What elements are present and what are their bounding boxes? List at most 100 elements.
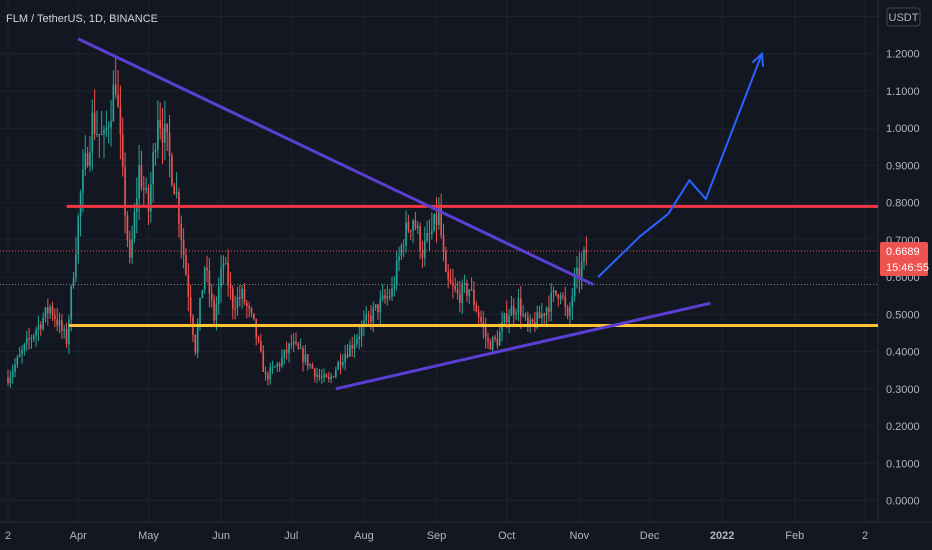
candle-body	[93, 112, 96, 135]
candle-body	[475, 305, 478, 312]
candle-body	[89, 152, 91, 166]
candle-body	[295, 341, 297, 344]
candle-body	[468, 289, 471, 296]
downtrend-line[interactable]	[77, 37, 595, 286]
candle-body	[152, 151, 154, 185]
candle-body	[449, 279, 452, 284]
x-tick-label: Sep	[427, 530, 447, 542]
candle-body	[409, 230, 412, 232]
candle-body	[543, 313, 546, 316]
candle-body	[39, 324, 42, 329]
candle-body	[512, 306, 515, 315]
candle-body	[161, 127, 164, 143]
candle-body	[536, 312, 539, 328]
candle-body	[360, 326, 363, 337]
candle-body	[545, 308, 548, 316]
candle-body	[346, 354, 349, 357]
candle-body	[309, 364, 311, 366]
candle-body	[276, 363, 279, 367]
candle-body	[178, 192, 180, 224]
candle-body	[538, 312, 541, 319]
candle-body	[114, 84, 117, 95]
candle-body	[175, 192, 178, 195]
candle-body	[37, 324, 40, 331]
y-tick-label: 0.0000	[886, 496, 920, 508]
candle-body	[522, 314, 524, 316]
candle-body	[442, 235, 445, 252]
candle-body	[379, 298, 382, 313]
candle-body	[339, 361, 342, 366]
candle-body	[384, 295, 386, 299]
chart-title: FLM / TetherUS, 1D, BINANCE	[6, 13, 158, 25]
candle-body	[398, 256, 400, 261]
candle-body	[147, 187, 150, 212]
candle-body	[68, 319, 70, 344]
candle-body	[438, 208, 440, 225]
candle-body	[14, 364, 16, 372]
x-tick-label: May	[138, 530, 159, 542]
candle-body	[35, 330, 37, 336]
candle-body	[529, 319, 531, 327]
candle-body	[185, 255, 187, 275]
price-axis[interactable]: 1.20001.10001.00000.90000.80000.70000.60…	[886, 49, 920, 508]
candle-body	[168, 132, 171, 156]
candle-body	[271, 366, 274, 368]
candle-body	[576, 267, 578, 274]
candle-body	[278, 363, 281, 366]
candle-body	[580, 261, 583, 279]
candle-body	[342, 361, 344, 366]
candle-body	[236, 297, 239, 309]
candle-body	[100, 134, 103, 136]
candle-body	[555, 290, 557, 295]
candle-body	[117, 94, 119, 107]
candle-body	[262, 351, 265, 372]
candle-body	[182, 240, 185, 256]
candle-body	[16, 356, 19, 365]
candle-body	[253, 313, 255, 319]
candle-body	[124, 167, 126, 216]
candle-body	[325, 374, 328, 378]
candle-body	[541, 313, 543, 319]
candle-body	[527, 316, 529, 327]
candle-body	[269, 367, 272, 380]
forecast-path[interactable]	[597, 53, 763, 278]
candle-body	[281, 357, 283, 366]
x-tick-label: Apr	[70, 530, 87, 542]
candle-body	[171, 155, 173, 185]
candle-body	[70, 286, 73, 320]
candle-body	[86, 153, 89, 166]
candle-body	[201, 289, 204, 299]
candle-body	[180, 223, 183, 241]
candle-body	[103, 130, 105, 135]
currency-badge[interactable]: USDT	[886, 7, 921, 27]
candle-body	[217, 287, 220, 305]
candle-body	[416, 226, 419, 229]
candle-body	[421, 251, 424, 258]
candle-body	[49, 306, 51, 314]
candle-body	[372, 307, 375, 322]
drawings	[0, 37, 878, 391]
candle-body	[358, 336, 361, 340]
candle-body	[98, 133, 101, 135]
candle-body	[548, 308, 550, 312]
candle-body	[11, 371, 14, 377]
time-axis[interactable]: 2 Apr May Jun Jul Aug Sep Oct Nov Dec 2022 Feb 2	[5, 530, 868, 542]
candle-body	[56, 319, 58, 326]
candle-body	[569, 307, 571, 316]
last-price: 0.6689	[886, 246, 920, 258]
y-tick-label: 1.2000	[886, 49, 920, 61]
x-tick-label: 2	[5, 530, 11, 542]
x-tick-label: Nov	[570, 530, 590, 542]
candle-body	[557, 294, 560, 299]
candle-body	[283, 350, 286, 358]
candle-body	[311, 364, 314, 369]
uptrend-line[interactable]	[335, 301, 711, 391]
candle-body	[377, 304, 379, 313]
candle-body	[491, 337, 494, 350]
x-tick-label: Aug	[354, 530, 374, 542]
candle-body	[402, 245, 405, 247]
candle-body	[562, 295, 564, 297]
candle-body	[323, 374, 325, 378]
